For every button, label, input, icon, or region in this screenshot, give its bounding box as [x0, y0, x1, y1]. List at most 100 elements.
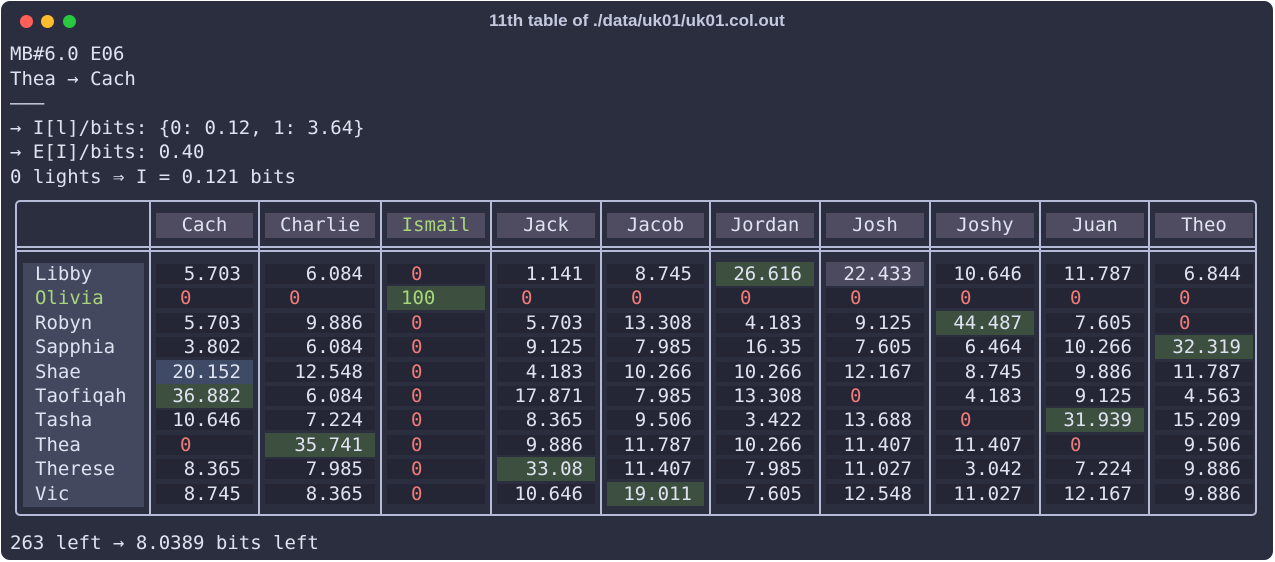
cell-background	[156, 264, 253, 284]
table-cell: 12.167	[1063, 482, 1132, 505]
table-cell: 0	[1179, 287, 1191, 310]
table-cell: 0	[1070, 287, 1082, 310]
table-cell: 15.209	[1172, 409, 1241, 432]
table-cell: 35.741	[265, 432, 375, 457]
cell-background	[1155, 386, 1253, 406]
row-name-column	[23, 263, 144, 507]
cell-background	[607, 361, 704, 382]
cell-background	[1046, 288, 1144, 309]
row-name: Vic	[35, 482, 70, 505]
cell-background	[716, 288, 814, 309]
table-cell: 0	[411, 311, 423, 334]
table-cell: 7.985	[744, 458, 802, 481]
row-name: Therese	[35, 458, 116, 481]
cell-background	[716, 312, 814, 333]
column-header-jacob: Jacob	[607, 213, 704, 238]
table-cell: 13.308	[623, 311, 692, 334]
table-cell: 10.646	[953, 263, 1022, 285]
table-cell: 10.266	[733, 433, 802, 456]
cell-background	[716, 410, 814, 431]
cell-background	[716, 483, 814, 504]
table-cell: 3.042	[964, 458, 1022, 481]
cell-background	[156, 483, 253, 504]
cell-background	[716, 337, 814, 358]
table-cell: 20.152	[156, 359, 253, 384]
cell-background	[497, 264, 595, 284]
cell-background	[387, 337, 485, 358]
column-separator	[600, 202, 602, 514]
table-cell: 13.688	[843, 409, 912, 432]
cell-background	[1046, 434, 1144, 455]
table-cell: 0	[411, 336, 423, 359]
table-cell: 11.407	[953, 433, 1022, 456]
table-cell: 12.548	[843, 482, 912, 505]
summary-line: Thea → Cach	[10, 67, 136, 90]
row-name: Thea	[35, 433, 81, 456]
summary-line: → I[l]/bits: {0: 0.12, 1: 3.64}	[10, 116, 365, 139]
table-cell: 8.745	[634, 263, 692, 285]
table-cell: 12.167	[843, 360, 912, 383]
table-cell: 8.745	[964, 360, 1022, 383]
cell-background	[607, 386, 704, 406]
cell-background	[156, 459, 253, 480]
table-cell: 6.844	[1183, 263, 1241, 285]
cell-background	[156, 337, 253, 358]
table-cell: 5.703	[525, 311, 583, 334]
table-cell: 0	[521, 287, 533, 310]
table-cell: 8.365	[525, 409, 583, 432]
column-header-cach: Cach	[156, 213, 253, 238]
minimize-button[interactable]	[41, 15, 54, 28]
cell-background	[936, 434, 1034, 455]
cell-background	[1155, 361, 1253, 382]
cell-background	[1155, 434, 1253, 455]
column-header-charlie: Charlie	[265, 213, 375, 238]
table-cell: 0	[180, 433, 192, 456]
cell-background	[607, 288, 704, 309]
summary-line: MB#6.0 E06	[10, 43, 125, 65]
cell-background	[936, 337, 1034, 358]
table-cell: 0	[631, 287, 643, 310]
cell-background	[826, 410, 924, 431]
results-table	[15, 200, 1257, 516]
footer-status: 263 left → 8.0389 bits left	[10, 532, 319, 554]
table-cell: 0	[1179, 311, 1191, 334]
cell-background	[607, 264, 704, 284]
table-cell: 22.433	[826, 262, 924, 286]
table-cell: 33.08	[497, 457, 595, 482]
cell-background	[497, 386, 595, 406]
cell-background	[387, 264, 485, 284]
table-cell: 5.703	[183, 311, 241, 334]
header-separator	[17, 250, 1255, 252]
close-button[interactable]	[20, 15, 33, 28]
table-cell: 10.266	[733, 360, 802, 383]
table-cell: 4.563	[1183, 385, 1241, 407]
column-separator	[490, 202, 492, 514]
cell-background	[265, 361, 375, 382]
cell-background	[1046, 361, 1144, 382]
cell-background	[716, 459, 814, 480]
table-cell: 100	[387, 286, 485, 311]
column-header-jordan: Jordan	[716, 213, 814, 238]
cell-background	[1046, 459, 1144, 480]
cell-background	[1155, 410, 1253, 431]
table-cell: 0	[850, 287, 862, 310]
cell-background	[936, 459, 1034, 480]
cell-background	[716, 386, 814, 406]
cell-background	[497, 337, 595, 358]
cell-background	[387, 434, 485, 455]
cell-background	[265, 410, 375, 431]
cell-background	[265, 337, 375, 358]
cell-background	[497, 483, 595, 504]
table-cell: 11.787	[623, 433, 692, 456]
maximize-button[interactable]	[63, 15, 76, 28]
cell-background	[156, 288, 253, 309]
table-cell: 11.787	[1063, 263, 1132, 285]
row-name: Shae	[35, 360, 81, 383]
column-separator	[149, 202, 151, 514]
cell-background	[826, 337, 924, 358]
table-cell: 0	[411, 409, 423, 432]
cell-background	[607, 434, 704, 455]
table-cell: 11.407	[843, 433, 912, 456]
cell-background	[265, 386, 375, 406]
table-cell: 4.183	[744, 311, 802, 334]
